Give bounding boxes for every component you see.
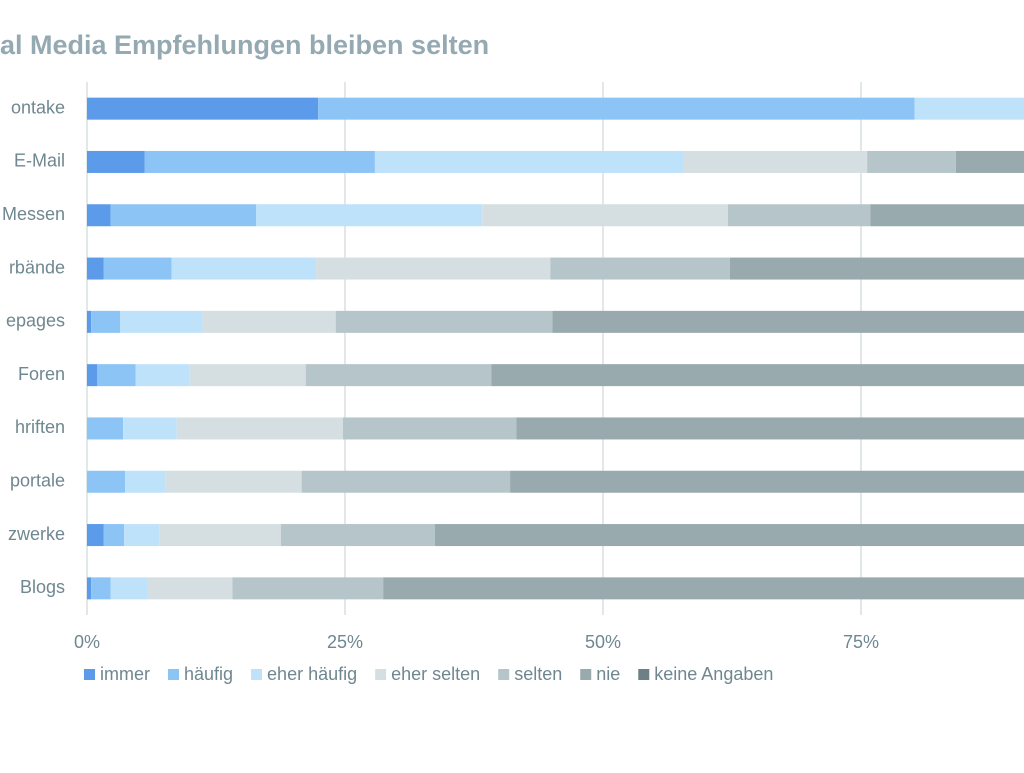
- legend-label: eher selten: [391, 664, 480, 684]
- bar-segment: [516, 417, 1024, 440]
- bar-segment: [147, 577, 233, 600]
- y-tick-label: Blogs: [20, 577, 65, 597]
- legend-label: häufig: [184, 664, 233, 684]
- bar-segment: [914, 97, 1024, 120]
- bar-segment: [97, 364, 136, 387]
- bar-segment: [87, 204, 111, 227]
- bar-segment: [256, 204, 483, 227]
- legend-swatch: [638, 669, 650, 680]
- bar-segment: [87, 150, 145, 173]
- bar-segment: [87, 257, 104, 280]
- bar-segment: [165, 470, 302, 493]
- bar-segment: [318, 97, 915, 120]
- x-tick-label: 25%: [327, 632, 363, 652]
- bar-segment: [232, 577, 384, 600]
- legend-swatch: [251, 669, 263, 680]
- y-tick-label: Foren: [18, 364, 65, 384]
- bar-segment: [120, 310, 203, 333]
- legend-swatch: [580, 669, 592, 680]
- legend-swatch: [168, 669, 179, 680]
- bar-segment: [552, 310, 1024, 333]
- bar-segment: [727, 204, 871, 227]
- bar-segment: [87, 364, 98, 387]
- legend-swatch: [84, 669, 95, 680]
- bar-segment: [103, 257, 172, 280]
- legend-label: nie: [596, 664, 620, 684]
- bar-segment: [550, 257, 730, 280]
- bar-segment: [87, 524, 104, 547]
- bar-segment: [189, 364, 306, 387]
- bar-segment: [316, 257, 551, 280]
- bar-segment: [383, 577, 1024, 600]
- bar-segment: [103, 524, 125, 547]
- bar-segment: [91, 577, 111, 600]
- x-tick-label: 0%: [74, 632, 100, 652]
- bar-segment: [91, 310, 121, 333]
- bar-segment: [281, 524, 435, 547]
- bar-segment: [125, 470, 166, 493]
- bar-segment: [124, 524, 160, 547]
- y-tick-label: E-Mail: [14, 151, 65, 171]
- legend-label: keine Angaben: [654, 664, 773, 684]
- chart-title: al Media Empfehlungen bleiben selten: [0, 30, 489, 60]
- y-tick-label: portale: [10, 471, 65, 491]
- legend-label: eher häufig: [267, 664, 357, 684]
- bar-segment: [87, 577, 92, 600]
- bar-segment: [434, 524, 1024, 547]
- bar-segment: [87, 97, 319, 120]
- bar-segment: [110, 204, 257, 227]
- legend-swatch: [375, 669, 387, 680]
- bar-segment: [110, 577, 148, 600]
- y-tick-label: epages: [6, 311, 65, 331]
- bar-segment: [123, 417, 177, 440]
- y-tick-label: rbände: [9, 257, 65, 277]
- bar-segment: [305, 364, 492, 387]
- x-tick-label: 75%: [843, 632, 879, 652]
- bar-segment: [870, 204, 1024, 227]
- bar-segment: [729, 257, 1024, 280]
- bars: [87, 97, 1024, 600]
- bar-segment: [171, 257, 317, 280]
- bar-segment: [87, 470, 126, 493]
- bar-segment: [955, 150, 1024, 173]
- bar-segment: [510, 470, 1024, 493]
- bar-segment: [683, 150, 868, 173]
- bar-segment: [87, 310, 92, 333]
- bar-segment: [144, 150, 375, 173]
- x-tick-label: 50%: [585, 632, 621, 652]
- bar-segment: [335, 310, 553, 333]
- bar-segment: [491, 364, 1024, 387]
- bar-segment: [202, 310, 336, 333]
- y-tick-label: zwerke: [8, 524, 65, 544]
- bar-segment: [342, 417, 517, 440]
- bar-segment: [87, 417, 124, 440]
- bar-segment: [301, 470, 511, 493]
- y-tick-label: Messen: [2, 204, 65, 224]
- legend-label: immer: [100, 664, 150, 684]
- bar-segment: [374, 150, 684, 173]
- y-tick-label: hriften: [15, 417, 65, 437]
- bar-segment: [482, 204, 728, 227]
- y-tick-label: ontake: [11, 97, 65, 117]
- legend-label: selten: [514, 664, 562, 684]
- bar-segment: [176, 417, 343, 440]
- legend-swatch: [498, 669, 510, 680]
- bar-segment: [159, 524, 282, 547]
- bar-segment: [135, 364, 190, 387]
- bar-segment: [867, 150, 956, 173]
